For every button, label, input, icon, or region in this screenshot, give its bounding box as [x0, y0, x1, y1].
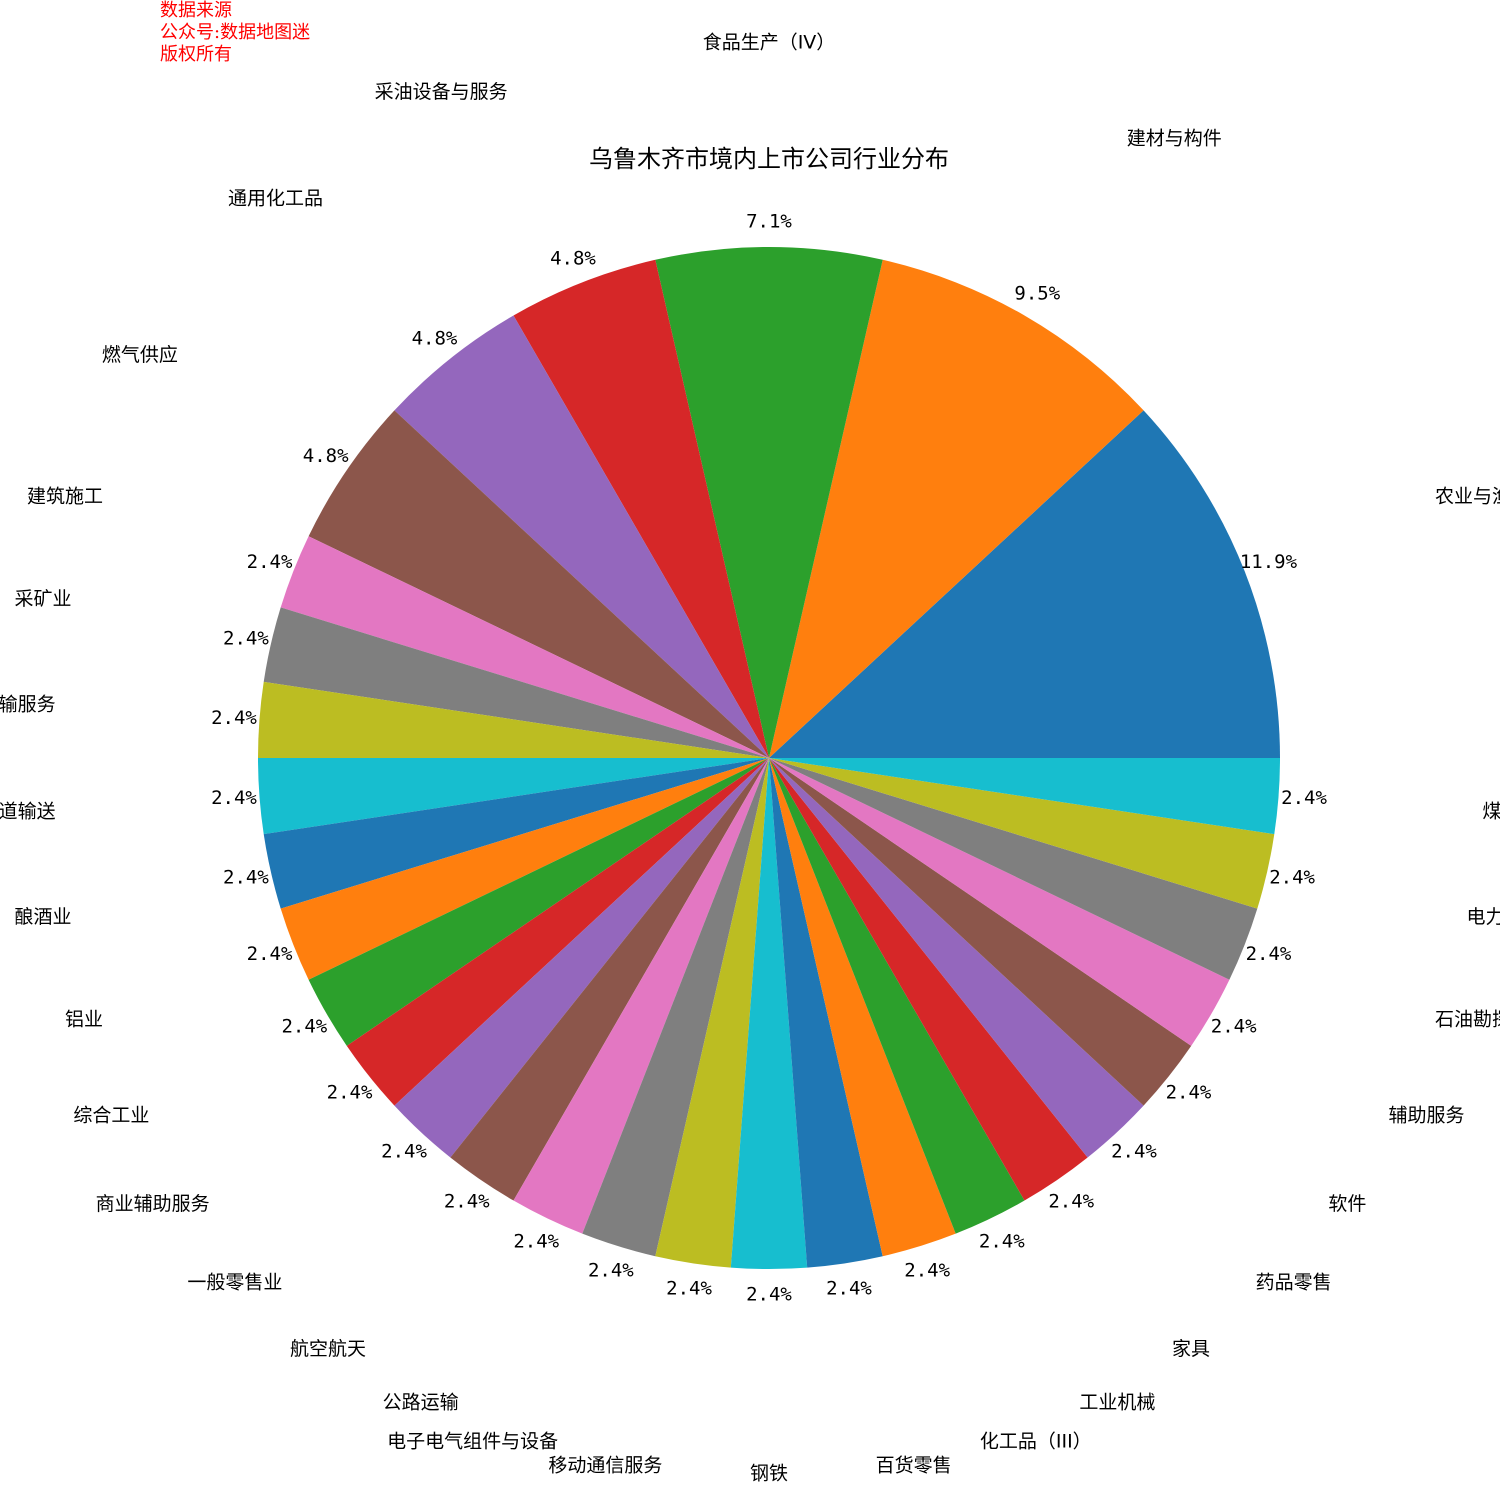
pie-category-label: 酿酒业	[15, 906, 72, 928]
pie-category-label: 通用化工品	[228, 188, 323, 210]
pie-slice	[280, 536, 769, 758]
pie-percent-label: 4.8%	[550, 248, 596, 270]
pie-percent-label: 2.4%	[247, 943, 293, 965]
pie-slice	[582, 758, 769, 1257]
pie-category-label: 钢铁	[750, 1462, 788, 1484]
pie-slice	[513, 758, 769, 1234]
pie-category-label: 采油设备与服务	[375, 81, 508, 103]
pie-slice	[769, 758, 956, 1257]
pie-percent-label: 2.4%	[1269, 866, 1315, 888]
pie-slice	[769, 758, 1280, 835]
chart-title: 乌鲁木齐市境内上市公司行业分布	[589, 145, 949, 173]
pie-percent-label: 2.4%	[1281, 787, 1327, 809]
pie-slice	[263, 607, 769, 758]
pie-category-label: 采矿业	[15, 588, 72, 610]
pie-slice	[655, 247, 883, 758]
pie-category-label: 软件	[1328, 1193, 1366, 1215]
pie-slice	[769, 758, 883, 1268]
pie-category-label: 家具	[1172, 1338, 1210, 1360]
pie-category-label: 建材与构件	[1127, 127, 1222, 149]
pie-category-label: 煤炭开采	[1482, 800, 1500, 822]
pie-category-label: 管道输送	[0, 800, 56, 822]
pie-percent-label: 2.4%	[979, 1230, 1025, 1252]
pie-category-label: 一般零售业	[187, 1271, 282, 1293]
pie-category-label: 商业辅助服务	[96, 1193, 210, 1215]
pie-percent-label: 2.4%	[223, 628, 269, 650]
pie-labels: 11.9% 农业与渔业 9.5% 建材与构件 7.1% 食品生产（IV） 4.8% 采油设备与…	[0, 32, 1500, 1485]
pie-slice	[258, 758, 769, 835]
pie-slices	[258, 247, 1280, 1269]
pie-slice	[655, 758, 769, 1268]
pie-percent-label: 4.8%	[303, 445, 349, 467]
pie-category-label: 电子电气组件与设备	[387, 1431, 558, 1453]
pie-slice	[769, 758, 1088, 1201]
source-note-line: 公众号:数据地图迷	[160, 22, 311, 43]
pie-percent-label: 2.4%	[1111, 1140, 1157, 1162]
source-note-line: 版权所有	[160, 44, 232, 65]
pie-slice	[258, 681, 769, 758]
pie-percent-label: 2.4%	[211, 707, 257, 729]
pie-percent-label: 2.4%	[1246, 943, 1292, 965]
pie-slice	[769, 758, 1144, 1158]
pie-slice	[769, 758, 1258, 980]
pie-slice	[263, 758, 769, 909]
pie-percent-label: 2.4%	[826, 1278, 872, 1300]
pie-category-label: 农业与渔业	[1435, 486, 1500, 508]
pie-slice	[769, 410, 1280, 758]
pie-category-label: 公路运输	[383, 1392, 459, 1414]
pie-slice	[730, 758, 808, 1269]
pie-slice	[280, 758, 769, 980]
pie-category-label: 辅助服务	[1389, 1105, 1465, 1127]
pie-percent-label: 2.4%	[1048, 1190, 1094, 1212]
pie-percent-label: 2.4%	[904, 1260, 950, 1282]
pie-percent-label: 2.4%	[281, 1015, 327, 1037]
pie-category-label: 移动通信服务	[548, 1454, 662, 1476]
pie-slice	[450, 758, 769, 1201]
pie-slice	[394, 758, 769, 1158]
pie-slice	[769, 758, 1025, 1234]
pie-percent-label: 7.1%	[746, 210, 792, 232]
pie-percent-label: 2.4%	[327, 1082, 373, 1104]
pie-percent-label: 2.4%	[381, 1140, 427, 1162]
pie-category-label: 工业机械	[1079, 1392, 1155, 1414]
pie-percent-label: 9.5%	[1014, 282, 1060, 304]
pie-percent-label: 2.4%	[223, 866, 269, 888]
pie-category-label: 百货零售	[876, 1454, 952, 1476]
pie-slice	[394, 315, 769, 758]
pie-category-label: 建筑施工	[27, 486, 103, 508]
pie-category-label: 铝业	[65, 1008, 103, 1030]
pie-percent-label: 2.4%	[211, 787, 257, 809]
source-note: 数据来源 公众号:数据地图迷 版权所有	[160, 0, 310, 66]
pie-percent-label: 2.4%	[666, 1278, 712, 1300]
pie-category-label: 运输服务	[0, 694, 56, 716]
pie-slice	[769, 758, 1275, 909]
pie-percent-label: 2.4%	[588, 1260, 634, 1282]
pie-category-label: 化工品（III）	[980, 1431, 1092, 1453]
pie-slice	[513, 259, 769, 758]
pie-percent-label: 11.9%	[1240, 551, 1298, 573]
pie-percent-label: 2.4%	[1166, 1082, 1212, 1104]
pie-category-label: 燃气供应	[102, 344, 178, 366]
pie-category-label: 石油勘探与开采	[1435, 1008, 1500, 1030]
pie-category-label: 电力（IV）	[1466, 906, 1500, 928]
pie-percent-label: 2.4%	[513, 1230, 559, 1252]
pie-slice	[769, 758, 1230, 1046]
pie-slice	[308, 758, 769, 1046]
pie-percent-label: 2.4%	[444, 1190, 490, 1212]
pie-percent-label: 2.4%	[1211, 1015, 1257, 1037]
pie-category-label: 综合工业	[73, 1105, 149, 1127]
pie-percent-label: 4.8%	[412, 328, 458, 350]
pie-slice	[346, 758, 769, 1106]
pie-category-label: 食品生产（IV）	[703, 32, 836, 54]
pie-percent-label: 2.4%	[247, 551, 293, 573]
pie-slice	[308, 410, 769, 758]
pie-slice	[769, 758, 1192, 1106]
pie-slice	[769, 259, 1144, 758]
source-note-line: 数据来源	[160, 0, 232, 21]
pie-percent-label: 2.4%	[746, 1284, 792, 1306]
pie-category-label: 药品零售	[1256, 1271, 1332, 1293]
pie-category-label: 航空航天	[290, 1338, 366, 1360]
